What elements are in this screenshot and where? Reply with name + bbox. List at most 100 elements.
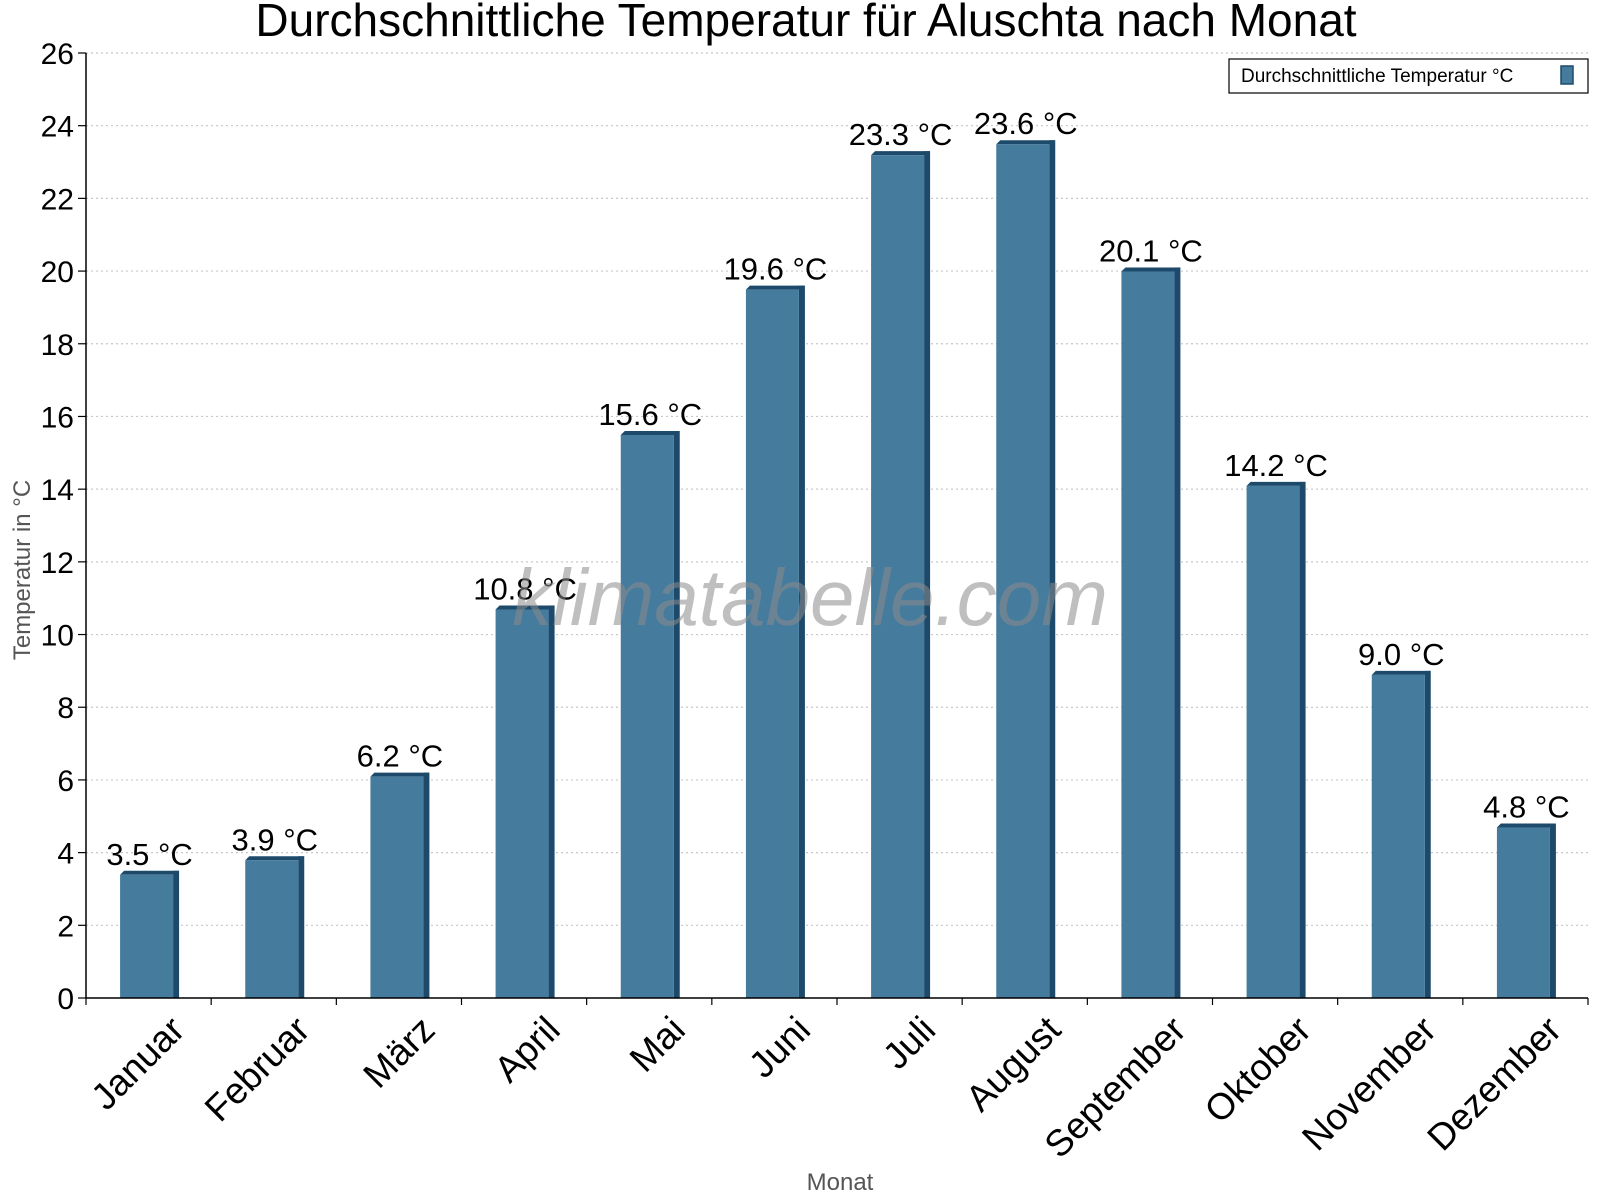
bar: [120, 874, 174, 998]
y-tick-label: 4: [57, 838, 74, 871]
bar: [620, 435, 674, 998]
bar: [370, 776, 424, 998]
x-tick-label: Juli: [875, 1009, 943, 1077]
y-tick-label: 20: [41, 256, 74, 289]
bar-top: [120, 870, 180, 875]
legend-label: Durchschnittliche Temperatur °C: [1241, 66, 1513, 87]
legend-box: [1228, 58, 1589, 94]
gridlines: [86, 52, 1588, 926]
bar-top: [245, 856, 305, 861]
bar-group: [996, 140, 1056, 998]
y-tick-label: 8: [57, 692, 74, 725]
bar-top: [1371, 670, 1431, 675]
y-tick-label: 22: [41, 183, 74, 216]
bar-side: [1299, 481, 1306, 998]
bar: [1121, 271, 1175, 998]
bar-group: [495, 605, 555, 998]
data-labels: 3.5 °C 3.9 °C 6.2 °C 10.8 °C 15.6 °C 19.6 °C 2…: [106, 106, 1569, 872]
bar-side: [423, 772, 430, 998]
x-tick-label: März: [355, 1009, 442, 1096]
x-tick-label: Dezember: [1419, 1009, 1569, 1159]
data-label: 9.0 °C: [1358, 637, 1445, 672]
watermark: klimatabelle.com: [512, 553, 1108, 642]
bar-top: [370, 772, 430, 777]
bar-group: [745, 285, 805, 999]
data-label: 23.3 °C: [849, 117, 953, 152]
x-tick-label: Januar: [83, 1009, 192, 1118]
bar: [1371, 674, 1425, 998]
y-tick-label: 16: [41, 401, 74, 434]
x-tick-label: Juni: [741, 1009, 818, 1086]
bar: [1246, 485, 1300, 998]
bars: [120, 140, 1556, 999]
y-tick-label: 12: [41, 547, 74, 580]
data-label: 6.2 °C: [357, 739, 444, 774]
axes: [78, 52, 1589, 1005]
bar-top: [1121, 267, 1181, 272]
y-tick-label: 2: [57, 910, 74, 943]
data-label: 15.6 °C: [598, 397, 702, 432]
bar-top: [620, 431, 680, 435]
data-label: 14.2 °C: [1224, 448, 1328, 483]
x-tick-label: Oktober: [1197, 1009, 1319, 1131]
bar: [1496, 827, 1550, 998]
bar-side: [1174, 267, 1181, 998]
bar-side: [798, 285, 805, 999]
bar-side: [173, 870, 180, 998]
x-tick-label: April: [486, 1009, 567, 1090]
bar-group: [245, 856, 305, 998]
bar-top: [495, 605, 555, 610]
bar-side: [1424, 670, 1431, 998]
x-tick-label: August: [958, 1008, 1069, 1119]
y-tick-label: 10: [41, 620, 74, 653]
y-tick-label: 18: [41, 329, 74, 362]
bar-side: [548, 605, 555, 998]
data-label: 20.1 °C: [1099, 233, 1203, 268]
x-axis-title: Monat: [807, 1169, 874, 1196]
bar-top: [996, 140, 1056, 145]
y-tick-label: 24: [41, 111, 74, 144]
y-tick-label: 26: [41, 38, 74, 71]
bar-side: [924, 151, 931, 998]
bar: [996, 144, 1050, 998]
bar-side: [1549, 823, 1556, 998]
x-tick-label: Mai: [622, 1009, 693, 1080]
bar: [495, 609, 549, 998]
bar: [245, 860, 299, 998]
bar-top: [871, 151, 931, 156]
data-label: 3.5 °C: [106, 837, 193, 872]
x-tick-label: Februar: [197, 1009, 318, 1130]
y-tick-label: 0: [57, 983, 74, 1016]
legend-swatch: [1560, 65, 1574, 85]
bar-group: [1496, 823, 1556, 998]
bar-top: [745, 285, 805, 290]
x-tick-labels: Januar Februar März April Mai Juni Juli AugustS…: [83, 1008, 1569, 1165]
bar-group: [1371, 670, 1431, 998]
bar-side: [298, 856, 305, 998]
bar-side: [673, 431, 680, 998]
bar-group: [871, 151, 931, 998]
data-label: 23.6 °C: [974, 106, 1078, 141]
x-tick-label: November: [1294, 1009, 1444, 1159]
bar-group: [370, 772, 430, 998]
bar-top: [1246, 481, 1306, 486]
bar-group: [1246, 481, 1306, 998]
data-label: 19.6 °C: [724, 252, 828, 287]
y-tick-label: 6: [57, 765, 74, 798]
data-label: 3.9 °C: [232, 822, 319, 857]
legend: Durchschnittliche Temperatur °C: [1228, 58, 1589, 94]
bar-group: [120, 870, 180, 998]
bar-side: [1049, 140, 1056, 998]
bar-group: [1121, 267, 1181, 998]
bar: [745, 289, 799, 999]
bar-group: [620, 431, 680, 998]
data-label: 4.8 °C: [1483, 790, 1570, 825]
bar: [871, 155, 925, 998]
chart-title: Durchschnittliche Temperatur für Aluscht…: [255, 0, 1356, 46]
bar-top: [1496, 823, 1556, 828]
y-tick-label: 14: [41, 474, 74, 507]
y-axis-title: Temperatur in °C: [9, 480, 36, 660]
data-label: 10.8 °C: [473, 571, 577, 606]
